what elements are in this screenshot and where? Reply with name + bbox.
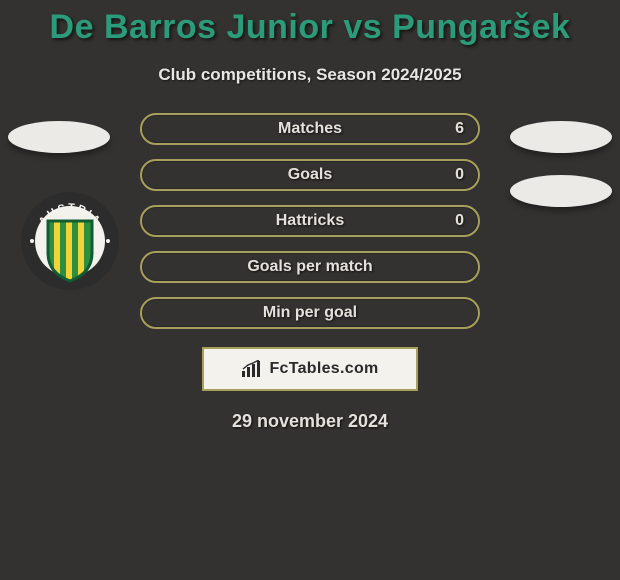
brand-text: FcTables.com — [269, 360, 378, 378]
stat-row-matches: Matches 6 — [140, 113, 480, 145]
page-subtitle: Club competitions, Season 2024/2025 — [0, 65, 620, 85]
stat-label: Min per goal — [142, 299, 478, 327]
stat-row-goals-per-match: Goals per match — [140, 251, 480, 283]
stat-value: 6 — [455, 115, 464, 143]
page-title: De Barros Junior vs Pungaršek — [0, 0, 620, 47]
stat-row-min-per-goal: Min per goal — [140, 297, 480, 329]
stat-label: Goals — [142, 161, 478, 189]
stat-value: 0 — [455, 161, 464, 189]
date-text: 29 november 2024 — [0, 411, 620, 432]
player-right-placeholder-2 — [510, 175, 612, 207]
stat-label: Hattricks — [142, 207, 478, 235]
brand-box: FcTables.com — [202, 347, 418, 391]
stat-bars: Matches 6 Goals 0 Hattricks 0 Goals per … — [140, 113, 480, 329]
stat-row-hattricks: Hattricks 0 — [140, 205, 480, 237]
stat-label: Matches — [142, 115, 478, 143]
stat-row-goals: Goals 0 — [140, 159, 480, 191]
stat-label: Goals per match — [142, 253, 478, 281]
stat-value: 0 — [455, 207, 464, 235]
club-badge: AUSTRIA LUSTENAU — [20, 181, 120, 301]
player-left-placeholder — [8, 121, 110, 153]
comparison-stage: AUSTRIA LUSTENAU Matches 6 — [0, 113, 620, 432]
player-right-placeholder-1 — [510, 121, 612, 153]
chart-icon — [241, 360, 263, 378]
